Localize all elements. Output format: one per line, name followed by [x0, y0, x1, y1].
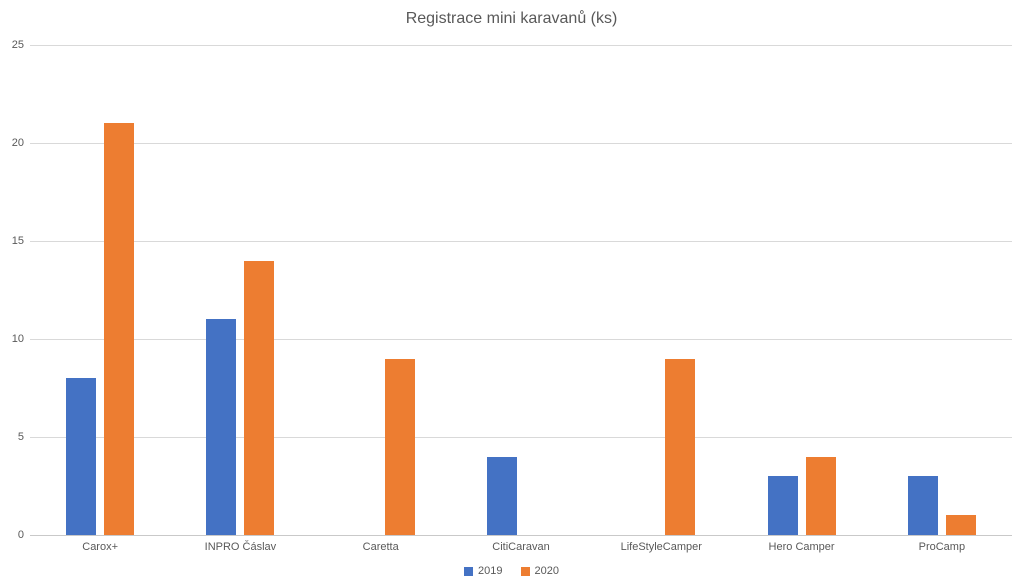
y-axis-tick-label: 25	[11, 39, 24, 51]
chart-title: Registrace mini karavanů (ks)	[405, 10, 618, 27]
y-axis-tick-label: 15	[11, 235, 24, 247]
x-axis-category-label: LifeStyleCamper	[620, 541, 702, 553]
x-axis-category-label: ProCamp	[918, 541, 966, 553]
bar-2020-Hero Camper	[805, 456, 836, 535]
y-axis-tick-label: 10	[11, 333, 24, 345]
bar-2020-Carox+	[104, 123, 135, 535]
x-axis-category-label: Caretta	[362, 541, 399, 553]
gridline	[30, 45, 1012, 46]
bar-2019-Carox+	[66, 378, 97, 535]
gridline	[30, 437, 1012, 438]
legend-item-2019: 2019	[464, 565, 503, 577]
bar-2019-CitiCaravan	[487, 456, 517, 535]
x-axis-category-label: INPRO Čáslav	[204, 541, 277, 553]
x-axis-category-label: Hero Camper	[768, 541, 835, 553]
bar-2020-ProCamp	[945, 515, 976, 535]
legend-label-2020: 2020	[534, 565, 559, 577]
gridline	[30, 143, 1012, 144]
y-axis-tick-label: 5	[17, 431, 24, 443]
y-axis-tick-label: 20	[11, 137, 24, 149]
x-axis-category-label: Carox+	[82, 541, 119, 553]
bar-2019-Hero Camper	[767, 476, 798, 535]
legend-label-2019: 2019	[478, 565, 503, 577]
x-axis-line	[30, 535, 1012, 536]
gridline	[30, 241, 1012, 242]
legend-swatch-2020	[520, 566, 530, 576]
bar-2019-ProCamp	[907, 476, 938, 535]
legend: 2019 2020	[0, 565, 1023, 577]
legend-item-2020: 2020	[520, 565, 559, 577]
y-axis-tick-label: 0	[17, 529, 24, 541]
bar-2020-Caretta	[384, 358, 415, 535]
bar-2020-LifeStyleCamper	[665, 358, 696, 535]
bar-2020-INPRO Čáslav	[244, 260, 275, 535]
legend-swatch-2019	[464, 566, 474, 576]
x-axis-category-label: CitiCaravan	[492, 541, 550, 553]
bar-2019-INPRO Čáslav	[206, 319, 237, 535]
gridline	[30, 339, 1012, 340]
